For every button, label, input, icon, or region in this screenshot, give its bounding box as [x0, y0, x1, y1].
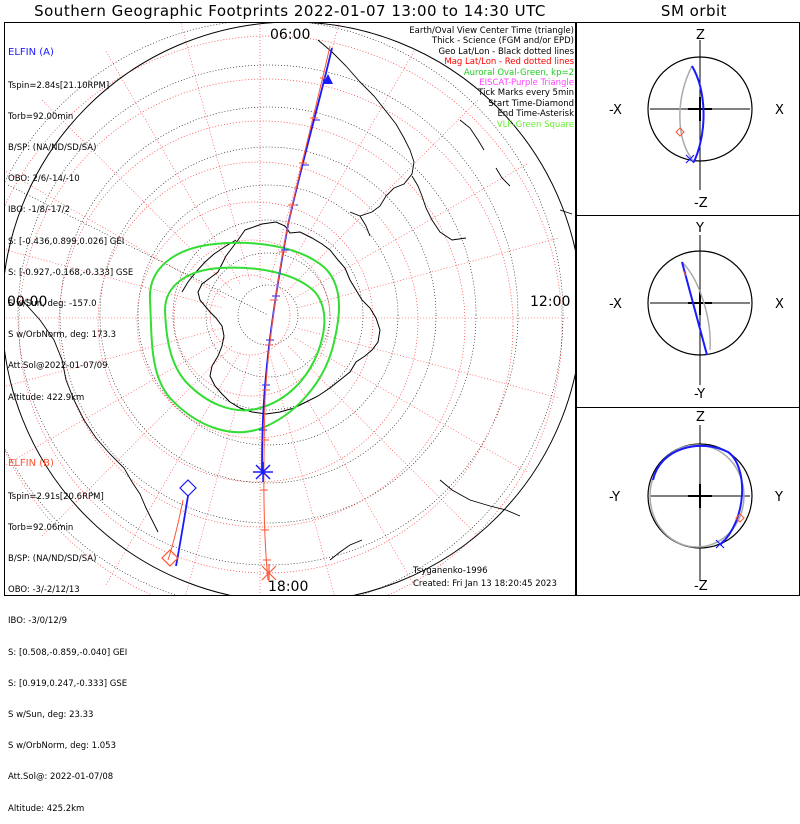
sm-yz-top-label: Z — [696, 410, 705, 425]
elfin-b-line: S w/OrbNorm, deg: 1.053 — [8, 741, 117, 752]
sm-xz-bottom-label: -Z — [694, 196, 708, 211]
elfin-b-info: ELFIN (B) Tspin=2.91s[20.6RPM] Torb=92.0… — [8, 438, 127, 824]
longitude-line — [279, 352, 416, 587]
longitude-line — [279, 49, 416, 284]
elfin-a-line: B/SP: (NA/ND/SD/SA) — [8, 143, 97, 154]
elfin-b-line: S w/Sun, deg: 23.33 — [8, 710, 94, 721]
elfin-a-line: OBO: 2/6/-14/-10 — [8, 174, 80, 185]
longitude-line — [40, 346, 232, 538]
elfin-a-line: Torb=92.00min — [8, 111, 74, 122]
elfin-b-start-diamond — [161, 549, 179, 567]
elfin-a-end-asterisk — [253, 462, 273, 482]
sm-xy-top-label: Y — [695, 221, 704, 236]
elfin-b-line: Torb=92.06min — [8, 522, 74, 533]
longitude-line — [5, 328, 222, 387]
elfin-b-end-asterisk — [261, 564, 277, 582]
elfin-a-second-pass — [175, 495, 189, 567]
elfin-a-line: S: [-0.927,-0.168,-0.333] GSE — [8, 267, 134, 278]
auroral-oval-inner — [163, 266, 326, 412]
clock-label-top: 06:00 — [270, 27, 310, 43]
sm-yz-plot: Z -Z -Y Y — [609, 410, 783, 594]
sm-xz-top-label: Z — [696, 28, 705, 43]
elfin-b-name: ELFIN (B) — [8, 457, 54, 469]
elfin-a-info: ELFIN (A) Tspin=2.84s[21.10RPM] Torb=92.… — [8, 27, 133, 413]
plot-title: Southern Geographic Footprints 2022-01-0… — [34, 2, 546, 20]
sm-yz-right-label: Y — [774, 490, 783, 505]
legend-item: Auroral Oval-Green, kp=2 — [463, 67, 574, 78]
elfin-b-line: B/SP: (NA/ND/SD/SA) — [8, 554, 97, 565]
legend-item: Geo Lat/Lon - Black dotted lines — [438, 46, 574, 57]
sm-yz-bottom-label: -Z — [694, 579, 708, 594]
longitude-line — [40, 98, 232, 290]
elfin-b-line: S: [0.919,0.247,-0.333] GSE — [8, 678, 128, 689]
elfin-b-line: Tspin=2.91s[20.6RPM] — [8, 491, 104, 502]
legend-item: Start Time-Diamond — [488, 98, 574, 109]
sm-yz-left-label: -Y — [609, 490, 620, 505]
longitude-line — [288, 346, 480, 538]
sm-xz-plot: Z -Z -X X — [609, 28, 784, 211]
sm-xy-bottom-label: -Y — [694, 387, 705, 402]
sm-xy-plot: Y -Y -X X — [609, 221, 784, 402]
elfin-a-line: Tspin=2.84s[21.10RPM] — [8, 80, 110, 91]
longitude-line — [180, 23, 250, 280]
longitude-line — [5, 170, 226, 299]
elfin-b-line: OBO: -3/-2/12/13 — [8, 585, 80, 596]
legend-item: Earth/Oval View Center Time (triangle) — [409, 26, 574, 36]
legend: Earth/Oval View Center Time (triangle) T… — [409, 26, 574, 130]
legend-item: VLF-Green Square — [496, 119, 574, 130]
sm-orbit-plots: Z -Z -X X Y -Y -X X Z -Z -Y Y — [609, 28, 784, 594]
elfin-b-line: Altitude: 425.2km — [8, 803, 85, 814]
clock-label-left: 00:00 — [7, 294, 47, 310]
elfin-a-line: IBO: -1/8/-17/2 — [8, 205, 71, 216]
longitude-line — [5, 249, 222, 308]
australia-coastline — [21, 299, 159, 533]
view-center-triangle — [323, 74, 333, 84]
elfin-a-line: S: [-0.436,0.899,0.026] GEI — [8, 236, 125, 247]
sm-xy-left-label: -X — [609, 297, 622, 312]
elfin-b-line: Att.Sol@: 2022-01-07/08 — [8, 772, 114, 783]
longitude-line — [270, 356, 335, 595]
elfin-b-line: S: [0.508,-0.859,-0.040] GEI — [8, 647, 128, 658]
geo-meridian-line — [7, 184, 269, 316]
longitude-line — [185, 356, 250, 595]
longitude-line — [294, 162, 529, 299]
legend-item: Tick Marks every 5min — [478, 88, 574, 99]
elfin-a-line: S w/Sun, deg: -157.0 — [8, 299, 97, 310]
sm-orbit-title: SM orbit — [660, 2, 728, 20]
sm-xy-right-label: X — [775, 297, 784, 312]
longitude-line — [104, 352, 241, 587]
longitude-line — [5, 337, 226, 466]
elfin-a-name: ELFIN (A) — [8, 46, 54, 58]
longitude-line — [298, 237, 560, 308]
footprint-map: 06:00 00:00 12:00 18:00 — [5, 23, 575, 595]
elfin-a-line: S w/OrbNorm, deg: 173.3 — [8, 330, 117, 341]
antarctica-coastline — [197, 221, 381, 415]
elfin-b-tick-marks — [260, 77, 328, 561]
created-timestamp: Created: Fri Jan 13 18:20:45 2023 — [413, 579, 557, 589]
legend-item: Thick - Science (FGM and/or EPD) — [431, 36, 574, 47]
legend-item: End Time-Asterisk — [497, 109, 574, 120]
clock-label-bottom: 18:00 — [268, 579, 308, 595]
elfin-b-second-pass — [167, 499, 184, 561]
legend-item: EISCAT-Purple Triangle — [479, 77, 574, 88]
elfin-b-track — [263, 45, 331, 581]
sm-xz-left-label: -X — [609, 103, 622, 118]
elfin-a-line: Att.Sol@2022-01-07/09 — [8, 361, 108, 372]
elfin-a-start-diamond — [179, 479, 197, 497]
auroral-oval-outer — [148, 241, 340, 434]
clock-label-right: 12:00 — [530, 294, 570, 310]
longitude-line — [294, 337, 529, 474]
longitude-line — [298, 328, 560, 399]
legend-item: Mag Lat/Lon - Red dotted lines — [444, 57, 574, 68]
model-label: Tsyganenko-1996 — [413, 566, 488, 576]
elfin-a-line: Altitude: 422.9km — [8, 392, 85, 403]
sm-xz-right-label: X — [775, 103, 784, 118]
south-america-coastline — [317, 39, 415, 237]
longitude-line — [288, 98, 480, 290]
elfin-b-line: IBO: -3/0/12/9 — [8, 616, 67, 627]
footprint-map-frame — [4, 22, 576, 596]
